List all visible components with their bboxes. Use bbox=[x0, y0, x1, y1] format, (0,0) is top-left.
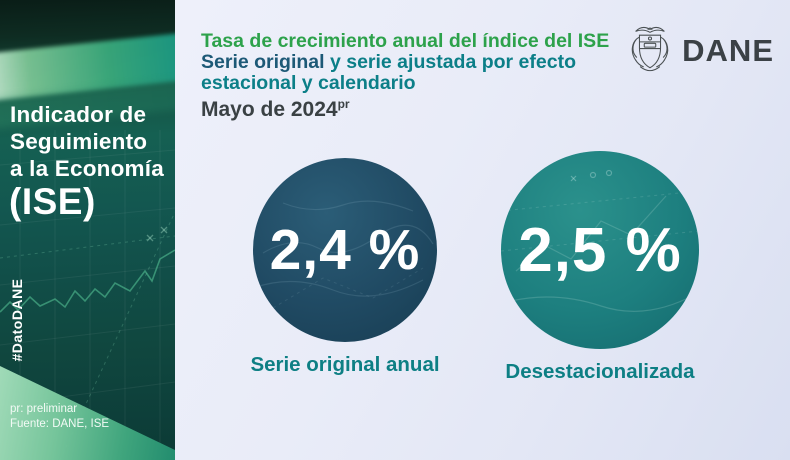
metric-label-seasonal: Desestacionalizada bbox=[505, 360, 695, 383]
hashtag-vertical-text: #DatoDANE bbox=[9, 278, 25, 362]
dane-logo: DANE bbox=[627, 22, 774, 79]
footnote-source: Fuente: DANE, ISE bbox=[10, 417, 110, 430]
metric-label-original: Serie original anual bbox=[250, 353, 440, 376]
sidebar-title-line2: Seguimiento bbox=[10, 129, 148, 154]
dane-wordmark: DANE bbox=[682, 32, 774, 68]
colombia-coat-of-arms-icon bbox=[631, 26, 669, 72]
subtitle-line2: estacional y calendario bbox=[201, 72, 416, 94]
metric-value-original: 2,4 % bbox=[269, 218, 421, 282]
sidebar-acronym: (ISE) bbox=[9, 181, 96, 222]
footnote: pr: preliminar Fuente: DANE, ISE bbox=[10, 402, 109, 431]
metric-value-seasonal: 2,5 % bbox=[518, 215, 682, 285]
subtitle-dark-part: Serie original bbox=[201, 51, 325, 73]
sidebar-title-line1: Indicador de bbox=[10, 102, 147, 127]
subtitle-line1: Serie original y serie ajustada por efec… bbox=[201, 52, 671, 73]
sidebar-title: Indicador de Seguimiento a la Economía bbox=[10, 101, 164, 182]
main-title: Tasa de crecimiento anual del índice del… bbox=[201, 30, 610, 52]
sidebar-chart-decoration bbox=[0, 130, 175, 460]
subtitle-teal-part1: y serie ajustada por efecto bbox=[324, 51, 576, 73]
main-panel: Tasa de crecimiento anual del índice del… bbox=[175, 0, 790, 460]
circle-chart-texture bbox=[501, 169, 699, 312]
title-block: Tasa de crecimiento anual del índice del… bbox=[201, 31, 671, 122]
period-superscript: pr bbox=[337, 97, 350, 111]
period: Mayo de 2024pr bbox=[201, 97, 671, 122]
metric-circle-original: 2,4 % bbox=[253, 158, 437, 342]
metric-circle-seasonal: 2,5 % bbox=[501, 151, 699, 349]
period-text: Mayo de 2024 bbox=[201, 98, 338, 121]
sidebar: Indicador de Seguimiento a la Economía (… bbox=[0, 0, 175, 460]
sidebar-title-line3: a la Economía bbox=[10, 156, 164, 181]
circle-map-texture bbox=[253, 200, 434, 309]
footnote-preliminary: pr: preliminar bbox=[10, 403, 78, 415]
